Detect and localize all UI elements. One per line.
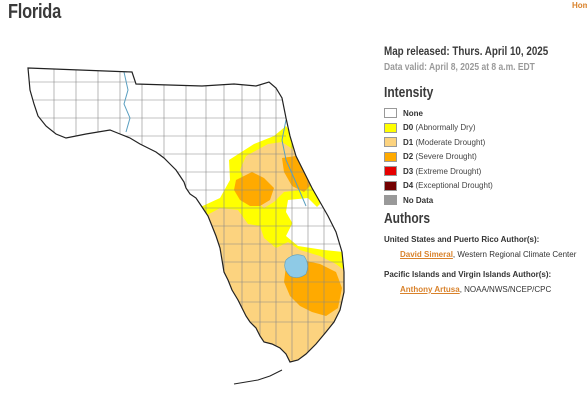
- legend-item: D3 (Extreme Drought): [384, 164, 493, 179]
- legend-item: D0 (Abnormally Dry): [384, 121, 493, 136]
- intensity-legend: None D0 (Abnormally Dry) D1 (Moderate Dro…: [384, 106, 493, 208]
- legend-swatch: [384, 180, 397, 191]
- intensity-heading: Intensity: [384, 84, 434, 101]
- author-group-pacific: Pacific Islands and Virgin Islands Autho…: [384, 270, 551, 294]
- none-pocket-central: [286, 198, 322, 232]
- author-affiliation: , NOAA/NWS/NCEP/CPC: [459, 285, 552, 294]
- home-link[interactable]: Home: [572, 1, 587, 10]
- legend-code: No Data: [403, 195, 434, 205]
- legend-item: D4 (Exceptional Drought): [384, 179, 493, 194]
- legend-desc: (Severe Drought): [415, 152, 477, 162]
- data-valid: Data valid: April 8, 2025 at 8 a.m. EDT: [384, 62, 535, 73]
- florida-drought-map: [27, 67, 345, 385]
- legend-label: No Data: [403, 196, 433, 205]
- legend-desc: (Moderate Drought): [415, 137, 486, 147]
- legend-desc: (Extreme Drought): [415, 166, 482, 176]
- legend-label: D4 (Exceptional Drought): [403, 181, 493, 190]
- author-region: United States and Puerto Rico Author(s):: [384, 235, 540, 244]
- legend-item: None: [384, 106, 493, 121]
- apalachicola-river: [123, 71, 131, 133]
- legend-swatch: [384, 137, 397, 148]
- author-group-us: United States and Puerto Rico Author(s):…: [384, 235, 576, 259]
- none-pocket-coast: [322, 206, 336, 238]
- legend-desc: (Abnormally Dry): [415, 123, 476, 133]
- legend-swatch: [384, 166, 397, 177]
- florida-keys: [233, 369, 283, 385]
- florida-outline: [27, 67, 345, 363]
- county-lines: [28, 68, 344, 360]
- legend-label: D3 (Extreme Drought): [403, 167, 481, 176]
- author-link[interactable]: Anthony Artusa: [400, 285, 460, 294]
- legend-item: D1 (Moderate Drought): [384, 135, 493, 150]
- info-panel: Map released: Thurs. April 10, 2025 Data…: [384, 44, 584, 294]
- legend-code: D2: [403, 152, 414, 162]
- author-region: Pacific Islands and Virgin Islands Autho…: [384, 270, 552, 279]
- legend-code: D3: [403, 166, 414, 176]
- legend-code: D1: [403, 137, 414, 147]
- page-title: Florida: [8, 1, 61, 23]
- legend-desc: (Exceptional Drought): [415, 181, 493, 191]
- map-released: Map released: Thurs. April 10, 2025: [384, 44, 549, 58]
- legend-swatch: [384, 108, 397, 119]
- d2-area-east: [282, 156, 312, 192]
- author-line: David Simeral, Western Regional Climate …: [384, 250, 576, 259]
- legend-code: None: [403, 108, 423, 118]
- authors-heading: Authors: [384, 210, 430, 227]
- legend-swatch: [384, 151, 397, 162]
- legend-code: D4: [403, 181, 414, 191]
- d2-area-north: [234, 172, 274, 206]
- author-link[interactable]: David Simeral: [400, 250, 453, 259]
- author-affiliation: , Western Regional Climate Center: [452, 250, 577, 259]
- legend-item: No Data: [384, 193, 493, 208]
- author-line: Anthony Artusa, NOAA/NWS/NCEP/CPC: [384, 285, 551, 294]
- st-johns-river: [281, 119, 307, 207]
- legend-swatch: [384, 122, 397, 133]
- lake-okeechobee: [284, 254, 308, 278]
- legend-label: D1 (Moderate Drought): [403, 138, 485, 147]
- legend-code: D0: [403, 123, 414, 133]
- legend-item: D2 (Severe Drought): [384, 150, 493, 165]
- legend-label: D2 (Severe Drought): [403, 152, 477, 161]
- legend-label: None: [403, 109, 423, 118]
- legend-swatch: [384, 195, 397, 206]
- legend-label: D0 (Abnormally Dry): [403, 123, 475, 132]
